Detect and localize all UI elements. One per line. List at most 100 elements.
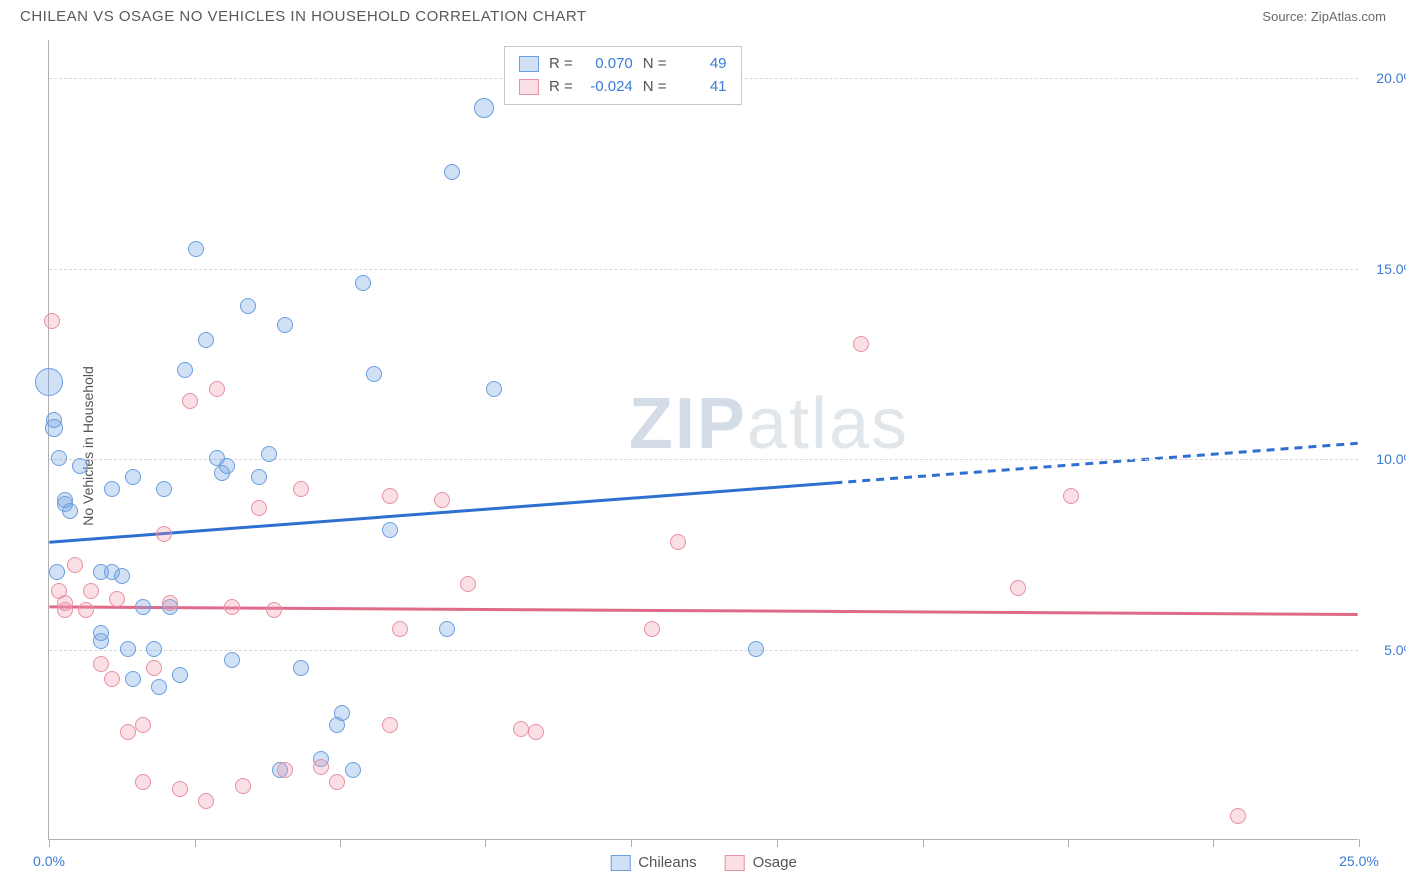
chart-header: CHILEAN VS OSAGE NO VEHICLES IN HOUSEHOL… bbox=[0, 0, 1406, 31]
data-point bbox=[120, 641, 136, 657]
data-point bbox=[235, 778, 251, 794]
data-point bbox=[125, 671, 141, 687]
data-point bbox=[172, 781, 188, 797]
data-point bbox=[1230, 808, 1246, 824]
data-point bbox=[366, 366, 382, 382]
data-point bbox=[120, 724, 136, 740]
data-point bbox=[188, 241, 204, 257]
data-point bbox=[114, 568, 130, 584]
data-point bbox=[486, 381, 502, 397]
data-point bbox=[109, 591, 125, 607]
data-point bbox=[198, 332, 214, 348]
osage-swatch-icon bbox=[725, 855, 745, 871]
legend-row-chileans: R = 0.070 N = 49 bbox=[519, 53, 727, 76]
chileans-swatch bbox=[519, 56, 539, 72]
n-label: N = bbox=[643, 53, 667, 76]
data-point bbox=[240, 298, 256, 314]
data-point bbox=[382, 522, 398, 538]
data-point bbox=[83, 583, 99, 599]
gridline bbox=[49, 650, 1358, 651]
chileans-label: Chileans bbox=[638, 854, 696, 871]
data-point bbox=[219, 458, 235, 474]
data-point bbox=[224, 652, 240, 668]
data-point bbox=[209, 381, 225, 397]
data-point bbox=[355, 275, 371, 291]
data-point bbox=[251, 469, 267, 485]
osage-swatch bbox=[519, 79, 539, 95]
n-label: N = bbox=[643, 76, 667, 99]
data-point bbox=[382, 488, 398, 504]
data-point bbox=[382, 717, 398, 733]
chart-title: CHILEAN VS OSAGE NO VEHICLES IN HOUSEHOL… bbox=[20, 8, 587, 25]
data-point bbox=[49, 564, 65, 580]
data-point bbox=[135, 774, 151, 790]
correlation-legend: R = 0.070 N = 49 R = -0.024 N = 41 bbox=[504, 46, 742, 105]
chileans-swatch-icon bbox=[610, 855, 630, 871]
osage-label: Osage bbox=[753, 854, 797, 871]
r-label: R = bbox=[549, 76, 573, 99]
data-point bbox=[78, 602, 94, 618]
data-point bbox=[135, 717, 151, 733]
data-point bbox=[345, 762, 361, 778]
data-point bbox=[474, 98, 494, 118]
x-tick-label: 25.0% bbox=[1339, 853, 1379, 869]
data-point bbox=[146, 660, 162, 676]
data-point bbox=[748, 641, 764, 657]
data-point bbox=[46, 412, 62, 428]
watermark-part2: atlas bbox=[747, 384, 909, 464]
series-legend: Chileans Osage bbox=[610, 854, 797, 871]
data-point bbox=[334, 705, 350, 721]
data-point bbox=[251, 500, 267, 516]
data-point bbox=[644, 621, 660, 637]
x-tick bbox=[1068, 839, 1069, 847]
source-attribution: Source: ZipAtlas.com bbox=[1262, 9, 1386, 24]
data-point bbox=[1010, 580, 1026, 596]
legend-item-osage: Osage bbox=[725, 854, 797, 871]
trend-lines bbox=[49, 40, 1358, 839]
data-point bbox=[177, 362, 193, 378]
n-value-chileans: 49 bbox=[677, 53, 727, 76]
y-tick-label: 20.0% bbox=[1376, 70, 1406, 86]
gridline bbox=[49, 269, 1358, 270]
data-point bbox=[104, 481, 120, 497]
r-value-chileans: 0.070 bbox=[583, 53, 633, 76]
watermark-part1: ZIP bbox=[629, 384, 747, 464]
data-point bbox=[182, 393, 198, 409]
data-point bbox=[266, 602, 282, 618]
watermark-logo: ZIPatlas bbox=[629, 383, 909, 465]
data-point bbox=[172, 667, 188, 683]
y-tick-label: 10.0% bbox=[1376, 451, 1406, 467]
data-point bbox=[224, 599, 240, 615]
x-tick bbox=[195, 839, 196, 847]
x-tick bbox=[1359, 839, 1360, 847]
data-point bbox=[151, 679, 167, 695]
data-point bbox=[434, 492, 450, 508]
data-point bbox=[62, 503, 78, 519]
r-label: R = bbox=[549, 53, 573, 76]
r-value-osage: -0.024 bbox=[583, 76, 633, 99]
data-point bbox=[104, 671, 120, 687]
x-tick bbox=[485, 839, 486, 847]
data-point bbox=[277, 317, 293, 333]
gridline bbox=[49, 459, 1358, 460]
data-point bbox=[460, 576, 476, 592]
data-point bbox=[51, 450, 67, 466]
data-point bbox=[125, 469, 141, 485]
n-value-osage: 41 bbox=[677, 76, 727, 99]
data-point bbox=[293, 660, 309, 676]
x-tick bbox=[631, 839, 632, 847]
data-point bbox=[198, 793, 214, 809]
data-point bbox=[444, 164, 460, 180]
legend-row-osage: R = -0.024 N = 41 bbox=[519, 76, 727, 99]
scatter-chart: ZIPatlas R = 0.070 N = 49 R = -0.024 N =… bbox=[48, 40, 1358, 840]
data-point bbox=[156, 526, 172, 542]
data-point bbox=[329, 774, 345, 790]
source-name: ZipAtlas.com bbox=[1311, 9, 1386, 24]
data-point bbox=[156, 481, 172, 497]
data-point bbox=[93, 625, 109, 641]
data-point bbox=[72, 458, 88, 474]
data-point bbox=[439, 621, 455, 637]
data-point bbox=[1063, 488, 1079, 504]
data-point bbox=[93, 656, 109, 672]
data-point bbox=[392, 621, 408, 637]
